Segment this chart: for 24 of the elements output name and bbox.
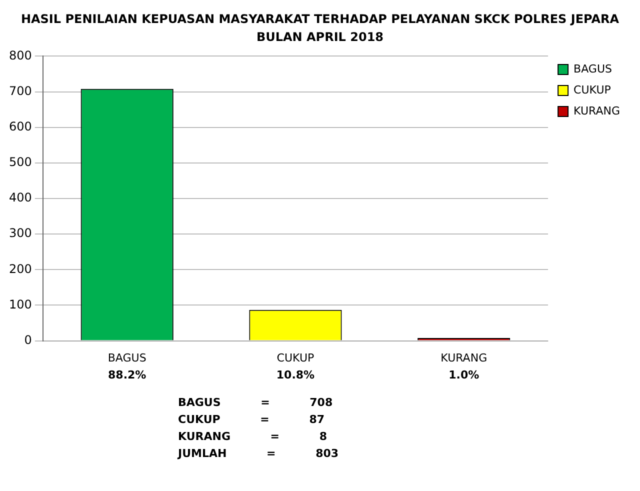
text: 88.2% [108, 368, 146, 382]
y-tick-label: 700 [9, 84, 32, 98]
y-tick-label: 0 [24, 332, 32, 347]
x-tick-label: BAGUS [108, 351, 146, 364]
y-tick-label: 100 [9, 297, 32, 312]
y-tick-label: 400 [9, 190, 32, 205]
text: KURANG = 8 [178, 430, 328, 443]
text: CUKUP = 87 [178, 413, 325, 426]
x-tick-label: KURANG [440, 351, 488, 364]
y-tick-label: 200 [9, 262, 32, 276]
chart-title: HASIL PENILAIAN KEPUASAN MASYARAKAT TERHADAP PELAYANAN SKCK POLRES JEPARA [20, 11, 620, 28]
legend-label: BAGUS [574, 62, 612, 76]
y-tick-label: 500 [9, 155, 32, 170]
text: BAGUS = 708 [178, 396, 333, 409]
x-tick-label: CUKUP [276, 351, 315, 364]
legend-label: CUKUP [574, 83, 612, 96]
text: 1.0% [448, 368, 480, 382]
chart-subtitle: BULAN APRIL 2018 [255, 29, 385, 46]
text: JUMLAH = 803 [178, 447, 339, 460]
text: 10.8% [276, 368, 315, 382]
y-tick-label: 300 [9, 226, 32, 240]
y-tick-label: 800 [9, 48, 32, 62]
legend-label: KURANG [574, 104, 620, 118]
y-tick-label: 600 [9, 119, 32, 134]
